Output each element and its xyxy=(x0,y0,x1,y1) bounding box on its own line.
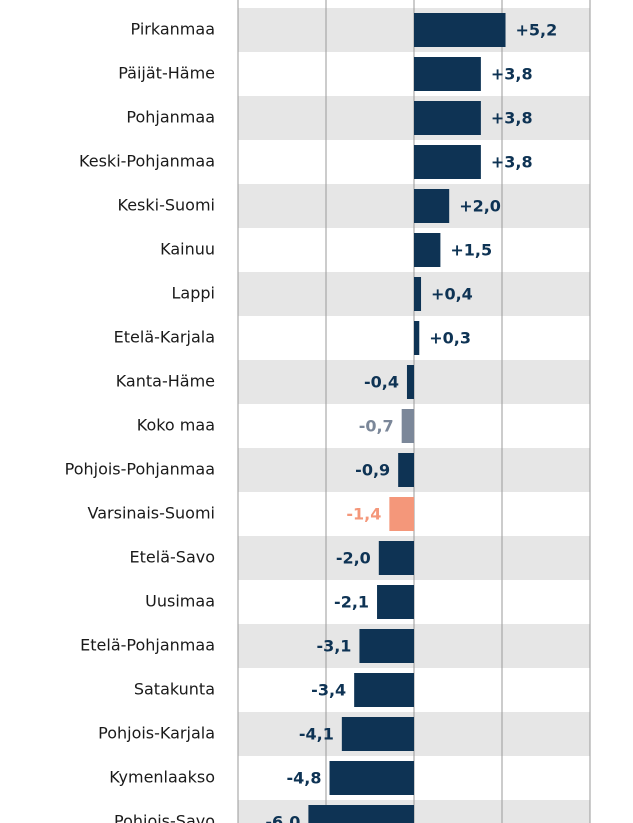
bar xyxy=(341,717,414,751)
value-label: -0,9 xyxy=(355,461,390,480)
bar xyxy=(354,673,414,707)
bar xyxy=(414,233,441,267)
category-label: Kanta-Häme xyxy=(116,372,215,391)
value-label: -4,1 xyxy=(299,725,334,744)
value-label: -3,1 xyxy=(316,637,351,656)
category-label: Keski-Pohjanmaa xyxy=(79,152,215,171)
value-label: -3,4 xyxy=(311,681,346,700)
category-label: Etelä-Karjala xyxy=(114,328,215,347)
category-label: Kainuu xyxy=(160,240,215,259)
category-label: Koko maa xyxy=(137,416,215,435)
bar xyxy=(414,101,481,135)
bar xyxy=(414,13,506,47)
bar xyxy=(414,189,450,223)
bar xyxy=(359,629,414,663)
value-label: +3,8 xyxy=(491,153,533,172)
bar xyxy=(329,761,414,795)
value-label: +2,0 xyxy=(459,197,501,216)
value-label: +3,8 xyxy=(491,109,533,128)
value-label: -1,4 xyxy=(346,505,381,524)
category-label: Pohjois-Savo xyxy=(114,812,215,823)
category-label: Päijät-Häme xyxy=(118,64,215,83)
value-label: +0,3 xyxy=(429,329,471,348)
value-label: -0,7 xyxy=(359,417,394,436)
value-label: -6,0 xyxy=(265,813,300,823)
bar xyxy=(389,497,414,531)
category-label: Pohjanmaa xyxy=(126,108,215,127)
bar xyxy=(401,409,414,443)
value-label: +5,2 xyxy=(516,21,558,40)
bar xyxy=(414,145,481,179)
category-label: Satakunta xyxy=(134,680,215,699)
bar xyxy=(308,805,414,823)
category-label: Lappi xyxy=(172,284,215,303)
category-label: Pohjois-Pohjanmaa xyxy=(65,460,215,479)
category-label: Pirkanmaa xyxy=(131,20,215,39)
value-label: +1,5 xyxy=(450,241,492,260)
bar xyxy=(414,321,420,355)
bar xyxy=(398,453,414,487)
value-label: -0,4 xyxy=(364,373,399,392)
category-label: Etelä-Savo xyxy=(130,548,215,567)
category-label: Uusimaa xyxy=(145,592,215,611)
value-label: +3,8 xyxy=(491,65,533,84)
bar xyxy=(414,277,422,311)
value-label: -2,1 xyxy=(334,593,369,612)
bar xyxy=(406,365,414,399)
category-label: Kymenlaakso xyxy=(109,768,215,787)
category-label: Keski-Suomi xyxy=(118,196,215,215)
bar xyxy=(378,541,414,575)
bar xyxy=(377,585,414,619)
value-label: -4,8 xyxy=(287,769,322,788)
value-label: -2,0 xyxy=(336,549,371,568)
bar xyxy=(414,57,481,91)
category-label: Etelä-Pohjanmaa xyxy=(80,636,215,655)
category-label: Pohjois-Karjala xyxy=(98,724,215,743)
category-label: Varsinais-Suomi xyxy=(88,504,215,523)
value-label: +0,4 xyxy=(431,285,473,304)
